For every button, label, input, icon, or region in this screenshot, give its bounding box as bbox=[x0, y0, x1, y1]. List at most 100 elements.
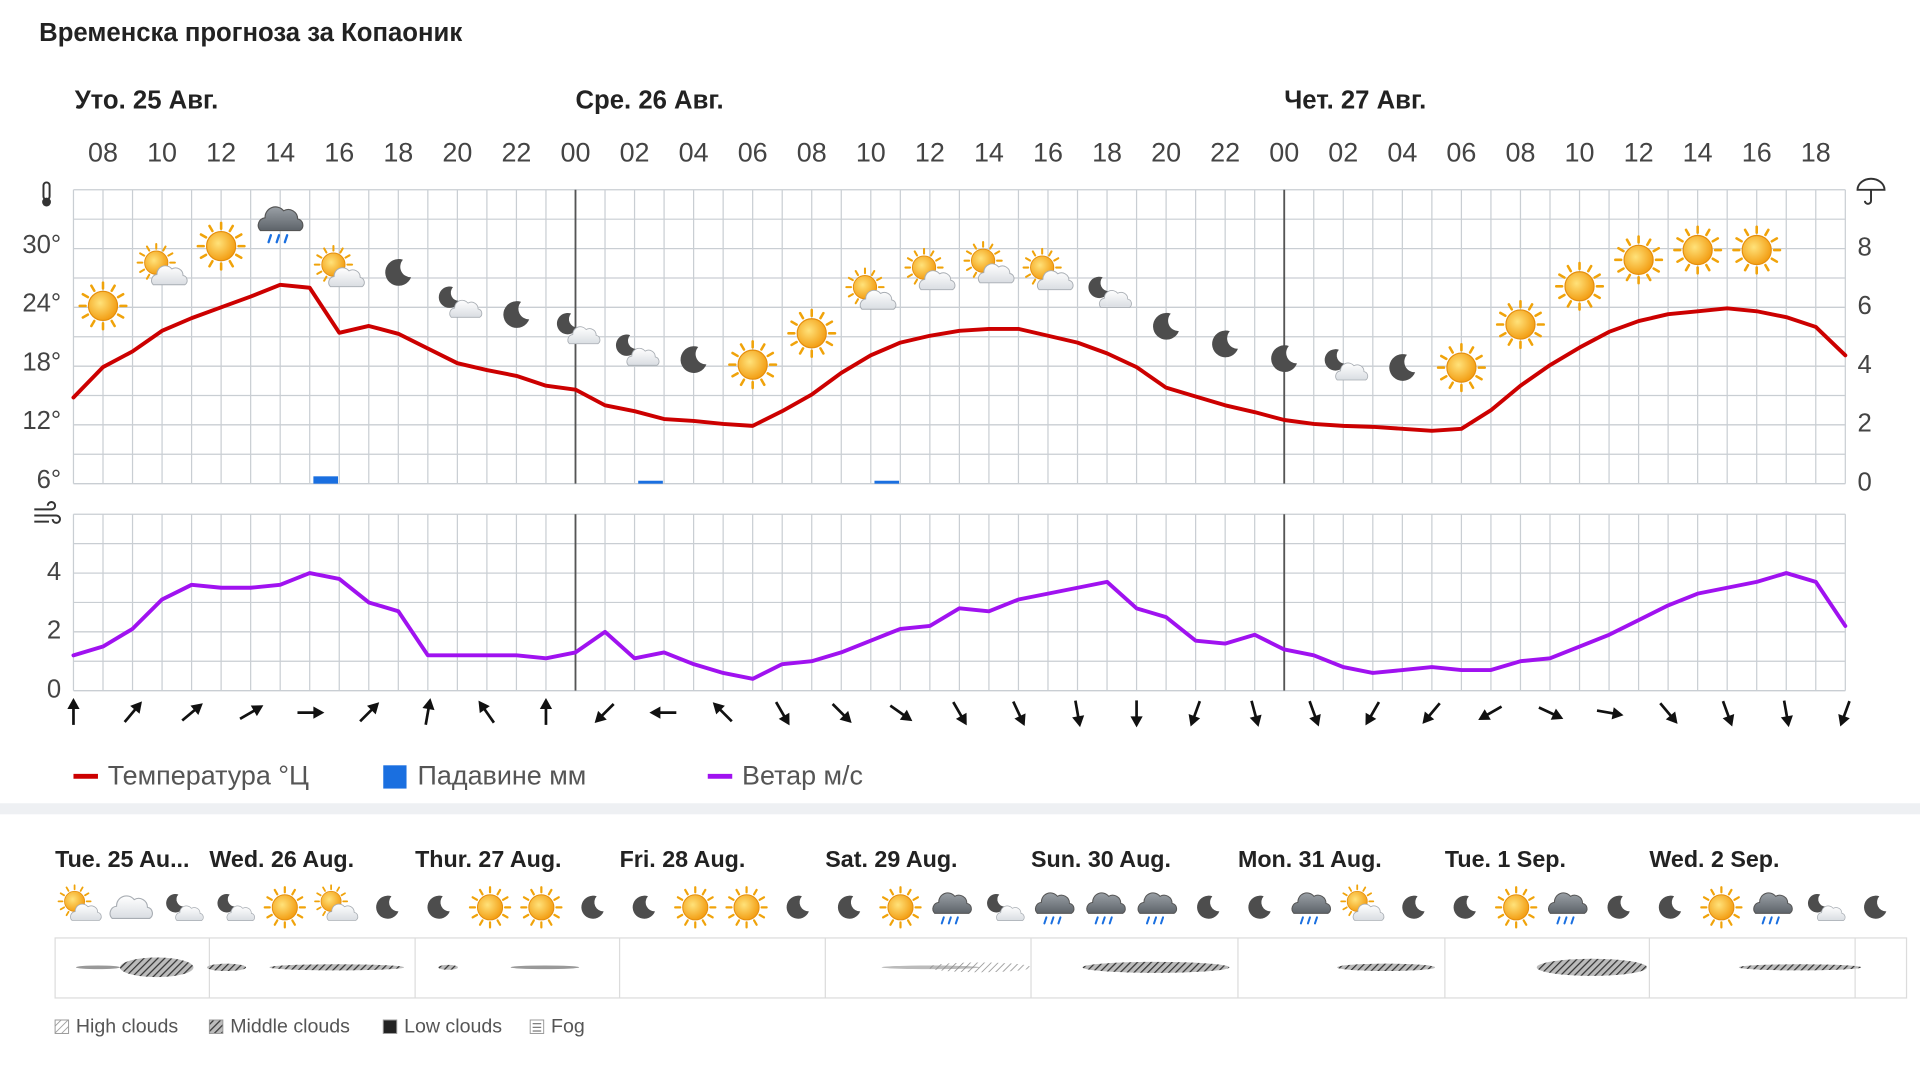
sun-ray bbox=[790, 320, 798, 326]
weather-icon bbox=[196, 221, 246, 271]
x-tick-label: 18 bbox=[1801, 137, 1831, 167]
x-tick-label: 16 bbox=[1033, 137, 1063, 167]
sun-ray bbox=[1770, 257, 1779, 263]
x-tick-label: 14 bbox=[974, 137, 1004, 167]
wind-arrow bbox=[422, 698, 435, 725]
arrow-head bbox=[1665, 711, 1678, 724]
wind-arrow bbox=[1308, 700, 1321, 727]
sun-ray bbox=[1676, 257, 1684, 263]
weather-icon bbox=[1324, 349, 1369, 381]
sun-ray bbox=[1625, 238, 1632, 247]
weather-icon bbox=[1732, 225, 1782, 275]
strip-day-label: Tue. 25 Au... bbox=[55, 846, 189, 872]
cloud-legend-swatch bbox=[208, 1019, 224, 1034]
rain-drop bbox=[1768, 916, 1773, 925]
icon-part bbox=[1807, 893, 1826, 913]
y-tick-label: 18° bbox=[22, 348, 61, 376]
sun-ray bbox=[701, 919, 707, 926]
sun-ray bbox=[1507, 303, 1514, 311]
weather-icon bbox=[1807, 893, 1846, 921]
rain-drop bbox=[1145, 916, 1150, 925]
legend-label: Ветар м/с bbox=[742, 761, 863, 791]
weather-icon bbox=[257, 206, 304, 244]
weather-icon bbox=[1700, 886, 1743, 929]
wind-arrow bbox=[1538, 706, 1564, 720]
wind-arrow bbox=[1596, 707, 1624, 720]
x-tick-label: 04 bbox=[679, 137, 709, 167]
arrow-head bbox=[1309, 714, 1321, 727]
sun-ray bbox=[906, 888, 912, 896]
sun-disc bbox=[1564, 271, 1595, 302]
wind-arrow bbox=[1780, 700, 1793, 728]
wind-arrow bbox=[594, 703, 615, 724]
sun-ray bbox=[1527, 303, 1534, 311]
sun-ray bbox=[59, 892, 66, 897]
sun-ray bbox=[1475, 375, 1483, 381]
arrow-head bbox=[1780, 715, 1793, 728]
rain-drop bbox=[1570, 916, 1575, 925]
moon-shape bbox=[217, 893, 236, 913]
arrow-head bbox=[1072, 715, 1085, 728]
rain-drop bbox=[1108, 916, 1113, 925]
cloud-shape bbox=[328, 267, 365, 288]
icon-part bbox=[977, 263, 1015, 284]
icon-part bbox=[1037, 270, 1074, 291]
cloud-shape bbox=[932, 892, 972, 914]
weather-icon bbox=[427, 895, 450, 919]
sun-disc bbox=[733, 894, 760, 921]
sun-ray bbox=[1527, 338, 1534, 346]
sun-ray bbox=[825, 320, 834, 326]
sun-ray bbox=[1342, 906, 1348, 911]
weather-icon bbox=[263, 886, 307, 929]
wind-arrow bbox=[297, 706, 325, 719]
moon-shape bbox=[1453, 895, 1476, 919]
sun-ray bbox=[1566, 264, 1573, 273]
y-tick-label: 6° bbox=[37, 466, 62, 494]
sun-ray bbox=[1522, 888, 1528, 896]
strip-day-label: Sat. 29 Aug. bbox=[825, 846, 957, 872]
sun-ray bbox=[266, 913, 273, 919]
rain-drop bbox=[940, 916, 945, 925]
sun-ray bbox=[1342, 892, 1348, 897]
sun-ray bbox=[471, 913, 479, 919]
sun-ray bbox=[847, 276, 854, 282]
wind-arrow bbox=[359, 702, 380, 723]
cloud-shape bbox=[1037, 270, 1074, 291]
cloud-shape bbox=[1291, 892, 1331, 914]
sun-ray bbox=[1031, 278, 1037, 285]
sun-ray bbox=[731, 372, 739, 378]
cloud-shape bbox=[1817, 905, 1846, 921]
sun-ray bbox=[935, 257, 942, 262]
icon-part bbox=[615, 334, 637, 356]
sun-ray bbox=[1770, 237, 1779, 243]
wind-arrow bbox=[1012, 700, 1026, 726]
icon-part bbox=[151, 265, 188, 286]
x-tick-label: 10 bbox=[147, 137, 177, 167]
cloud-shape bbox=[567, 326, 601, 345]
sun-disc bbox=[528, 894, 555, 921]
x-tick-label: 08 bbox=[1505, 137, 1535, 167]
rain-drop bbox=[1043, 916, 1048, 925]
sun-disc bbox=[1503, 894, 1530, 921]
sun-ray bbox=[1558, 293, 1566, 300]
rain-drop bbox=[1094, 916, 1099, 925]
sun-disc bbox=[1623, 244, 1654, 275]
x-tick-label: 22 bbox=[501, 137, 531, 167]
sun-ray bbox=[273, 919, 279, 926]
sun-ray bbox=[266, 896, 273, 901]
x-tick-label: 20 bbox=[1151, 137, 1181, 167]
sun-ray bbox=[59, 906, 66, 911]
moon-shape bbox=[987, 893, 1005, 913]
sun-ray bbox=[707, 896, 714, 901]
strip-day-label: Tue. 1 Sep. bbox=[1445, 846, 1566, 872]
weather-icon bbox=[1035, 892, 1075, 925]
precip-bar bbox=[313, 476, 339, 484]
sun-ray bbox=[1684, 263, 1691, 272]
cloud-shape bbox=[918, 270, 956, 291]
sun-ray bbox=[1439, 375, 1448, 381]
rain-drop bbox=[1556, 916, 1561, 925]
wind-arrow bbox=[1130, 700, 1143, 728]
cloud-legend-label: High clouds bbox=[76, 1016, 179, 1038]
wind-arrow bbox=[952, 701, 967, 726]
sun-ray bbox=[553, 913, 560, 919]
